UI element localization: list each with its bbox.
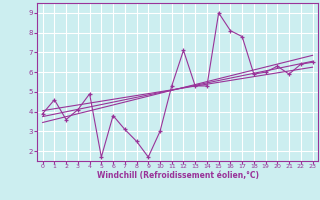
X-axis label: Windchill (Refroidissement éolien,°C): Windchill (Refroidissement éolien,°C) [97,171,259,180]
